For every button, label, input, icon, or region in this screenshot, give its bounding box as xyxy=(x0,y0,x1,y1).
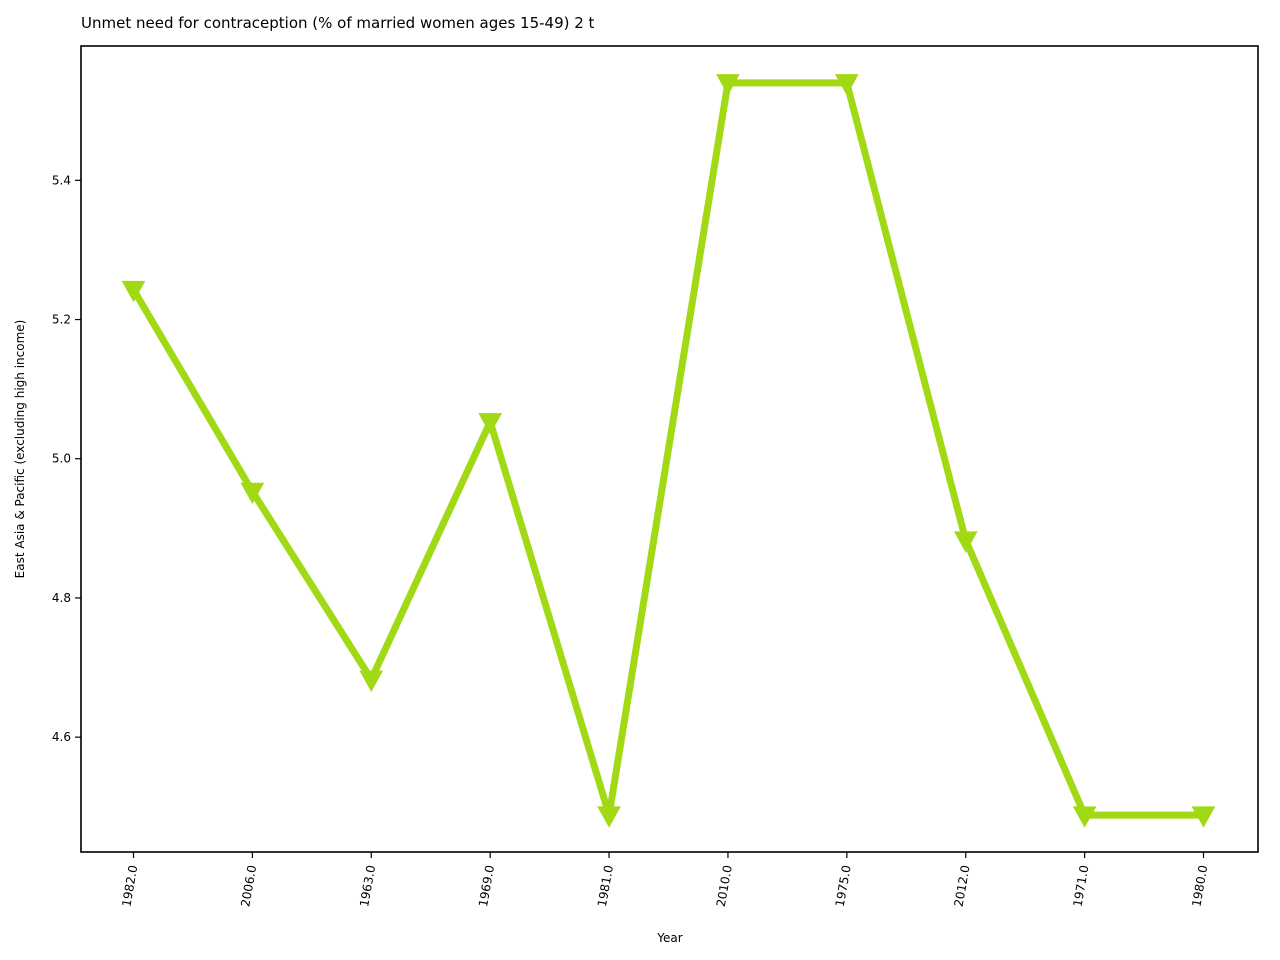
y-tick-label: 4.8 xyxy=(52,591,71,605)
data-point xyxy=(1191,806,1216,828)
x-tick-label: 2012.0 xyxy=(952,864,973,908)
x-tick-label: 1980.0 xyxy=(1189,864,1210,908)
data-point xyxy=(1072,806,1097,828)
plot-area xyxy=(121,74,1216,828)
x-axis: 1982.0 2006.0 1963.0 1969.0 1981.0 2010.0 1975… xyxy=(119,852,1210,908)
y-tick-label: 5.4 xyxy=(52,173,71,187)
data-point xyxy=(240,482,265,505)
x-tick-label: 2010.0 xyxy=(714,864,735,908)
x-tick-label: 1969.0 xyxy=(476,864,497,908)
data-point xyxy=(121,280,146,303)
x-tick-label: 1963.0 xyxy=(357,864,378,908)
chart-title: Unmet need for contraception (% of marri… xyxy=(81,14,595,32)
x-tick-label: 1975.0 xyxy=(833,864,854,908)
y-tick-label: 5.2 xyxy=(52,313,71,327)
plot-frame xyxy=(80,45,1259,853)
y-tick-label: 4.6 xyxy=(52,730,71,744)
data-point xyxy=(953,531,978,553)
data-point xyxy=(834,74,859,96)
y-axis-label: East Asia & Pacific (excluding high inco… xyxy=(13,320,27,579)
x-tick-label: 1982.0 xyxy=(119,864,140,908)
x-tick-label: 1981.0 xyxy=(595,864,616,908)
data-point xyxy=(359,670,384,692)
series-line xyxy=(130,79,1204,819)
x-tick-label: 2006.0 xyxy=(238,864,259,908)
x-tick-label: 1971.0 xyxy=(1070,864,1091,908)
x-axis-label: Year xyxy=(656,931,682,945)
y-axis: 4.6 4.8 5.0 5.2 5.4 xyxy=(52,173,81,744)
data-point xyxy=(716,74,740,96)
y-tick-label: 5.0 xyxy=(52,452,71,466)
data-point xyxy=(597,806,621,828)
data-point xyxy=(478,413,503,435)
